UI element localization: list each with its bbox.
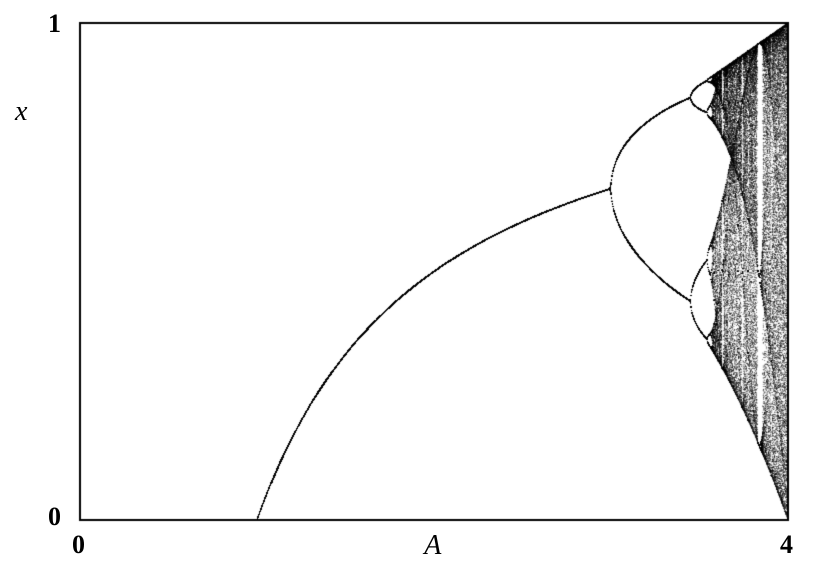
y-tick-0: 0 — [48, 502, 61, 532]
x-tick-0: 0 — [72, 530, 85, 560]
figure-container: x A 0 1 0 4 — [0, 0, 825, 585]
y-tick-1: 1 — [48, 9, 61, 39]
x-tick-4: 4 — [780, 530, 793, 560]
bifurcation-canvas — [0, 0, 825, 585]
x-axis-label: A — [424, 530, 441, 562]
y-axis-label: x — [15, 96, 27, 128]
